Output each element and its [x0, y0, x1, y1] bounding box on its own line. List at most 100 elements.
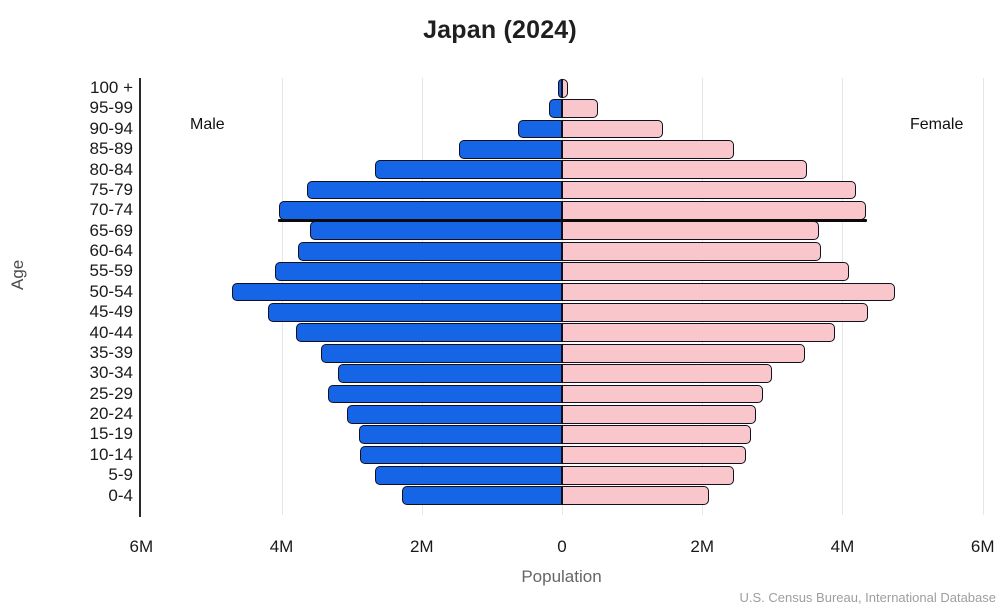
- population-tick-6M-left: 6M: [129, 537, 154, 556]
- female-bar-70-74[interactable]: [562, 201, 866, 220]
- age-tick-90-94: 90-94: [89, 118, 133, 138]
- population-tick-4M-left: 4M: [269, 537, 294, 556]
- age-tick-55-59: 55-59: [89, 261, 133, 281]
- age-axis-title: Age: [8, 259, 27, 290]
- female-bar-0-4[interactable]: [562, 486, 709, 506]
- male-bar-50-54[interactable]: [232, 282, 562, 302]
- female-bar-25-29[interactable]: [562, 384, 763, 404]
- age-tick-5-9: 5-9: [108, 465, 133, 485]
- male-bar-80-84[interactable]: [375, 160, 562, 180]
- data-source-credit: U.S. Census Bureau, International Databa…: [739, 590, 996, 605]
- male-bar-10-14[interactable]: [360, 445, 562, 465]
- female-bar-10-14[interactable]: [562, 445, 747, 465]
- age-tick-30-34: 30-34: [89, 363, 133, 383]
- male-bar-75-79[interactable]: [307, 180, 562, 200]
- female-bar-30-34[interactable]: [562, 364, 773, 383]
- population-tick-0: 0: [557, 537, 567, 556]
- age-tick-40-44: 40-44: [89, 322, 133, 342]
- pyramid-row-80-84: [140, 160, 983, 180]
- male-bar-15-19[interactable]: [358, 425, 562, 445]
- female-bar-15-19[interactable]: [562, 425, 752, 445]
- female-bar-75-79[interactable]: [562, 180, 857, 200]
- female-bar-100 +[interactable]: [562, 78, 569, 98]
- male-bar-85-89[interactable]: [458, 139, 562, 159]
- pyramid-row-55-59: [140, 261, 983, 281]
- female-bar-95-99[interactable]: [562, 99, 598, 118]
- population-tick-4M-right: 4M: [830, 537, 855, 556]
- age-tick-15-19: 15-19: [89, 424, 133, 444]
- pyramid-row-85-89: [140, 139, 983, 159]
- age-tick-25-29: 25-29: [89, 383, 133, 403]
- male-bar-95-99[interactable]: [548, 99, 562, 118]
- gridline-6M: [982, 78, 984, 515]
- male-bar-5-9[interactable]: [375, 466, 562, 485]
- age-tick-70-74: 70-74: [89, 200, 133, 220]
- pyramid-row-15-19: [140, 424, 983, 445]
- male-bar-100 +[interactable]: [558, 78, 562, 98]
- pyramid-row-30-34: [140, 363, 983, 383]
- female-side-label: Female: [910, 116, 964, 133]
- pyramid-row-25-29: [140, 384, 983, 404]
- female-bar-65-69[interactable]: [562, 221, 820, 241]
- pyramid-row-65-69: [140, 221, 983, 241]
- age-tick-75-79: 75-79: [89, 179, 133, 199]
- female-bar-40-44[interactable]: [562, 323, 835, 343]
- female-bar-35-39[interactable]: [562, 343, 806, 363]
- female-bar-90-94[interactable]: [562, 119, 663, 139]
- pyramid-row-5-9: [140, 465, 983, 485]
- chart-title: Japan (2024): [423, 16, 577, 44]
- population-axis-title: Population: [521, 567, 602, 586]
- pyramid-row-10-14: [140, 445, 983, 465]
- female-bar-20-24[interactable]: [562, 404, 756, 424]
- age-tick-50-54: 50-54: [89, 281, 133, 301]
- age-tick-95-99: 95-99: [89, 98, 133, 118]
- male-bar-30-34[interactable]: [338, 364, 562, 383]
- population-tick-6M-right: 6M: [970, 537, 995, 556]
- pyramid-row-70-74: [140, 200, 983, 220]
- pyramid-row-90-94: [140, 119, 983, 139]
- pyramid-row-0-4: [140, 486, 983, 506]
- male-bar-35-39[interactable]: [320, 343, 562, 363]
- age-tick-35-39: 35-39: [89, 342, 133, 362]
- male-bar-60-64[interactable]: [298, 241, 562, 261]
- pyramid-row-40-44: [140, 323, 983, 343]
- male-side-label: Male: [190, 116, 225, 133]
- population-tick-2M-right: 2M: [690, 537, 715, 556]
- female-bar-80-84[interactable]: [562, 160, 807, 180]
- age-tick-65-69: 65-69: [89, 220, 133, 240]
- male-bar-45-49[interactable]: [267, 302, 562, 322]
- male-bar-90-94[interactable]: [517, 119, 562, 139]
- male-bar-70-74[interactable]: [279, 201, 562, 220]
- male-bar-25-29[interactable]: [327, 384, 562, 404]
- reference-line-below-70-74: [278, 219, 867, 222]
- population-tick-2M-left: 2M: [409, 537, 434, 556]
- male-bar-0-4[interactable]: [402, 486, 562, 506]
- age-tick-100 +: 100 +: [89, 78, 133, 97]
- pyramid-row-95-99: [140, 98, 983, 118]
- age-tick-60-64: 60-64: [89, 241, 133, 261]
- age-tick-0-4: 0-4: [108, 485, 133, 505]
- male-bar-40-44[interactable]: [295, 323, 562, 343]
- male-bar-20-24[interactable]: [347, 404, 562, 424]
- age-tick-10-14: 10-14: [89, 444, 133, 464]
- age-tick-85-89: 85-89: [89, 139, 133, 159]
- pyramid-row-100 +: [140, 78, 983, 98]
- female-bar-5-9[interactable]: [562, 466, 734, 485]
- y-axis-spine: [139, 78, 141, 517]
- pyramid-row-45-49: [140, 302, 983, 322]
- age-tick-20-24: 20-24: [89, 404, 133, 424]
- pyramid-row-50-54: [140, 282, 983, 302]
- pyramid-row-35-39: [140, 343, 983, 363]
- plot-area: Male Female: [139, 78, 984, 517]
- pyramid-row-75-79: [140, 180, 983, 200]
- female-bar-55-59[interactable]: [562, 262, 850, 281]
- female-bar-50-54[interactable]: [562, 282, 896, 302]
- male-bar-65-69[interactable]: [309, 221, 562, 241]
- female-bar-45-49[interactable]: [562, 302, 869, 322]
- male-bar-55-59[interactable]: [274, 262, 562, 281]
- population-axis-ticks: 6M 4M 2M 0 2M 4M 6M: [129, 537, 994, 559]
- female-bar-60-64[interactable]: [562, 241, 822, 261]
- pyramid-row-60-64: [140, 241, 983, 261]
- female-bar-85-89[interactable]: [562, 139, 735, 159]
